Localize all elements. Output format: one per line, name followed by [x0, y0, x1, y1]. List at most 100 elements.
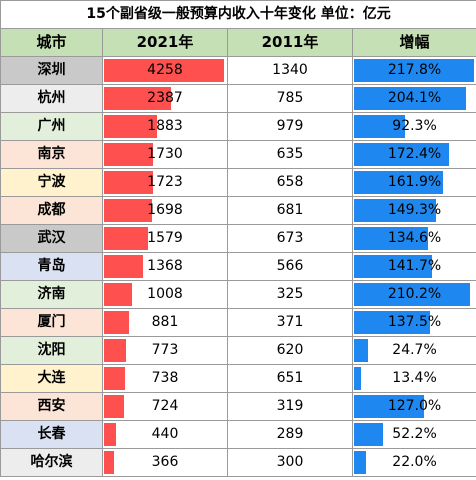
value-2021-label: 1368 [147, 258, 183, 274]
value-2011-cell: 673 [227, 224, 353, 253]
value-2021-cell: 724 [102, 392, 228, 421]
value-2021-label: 4258 [147, 62, 183, 78]
bar-growth [354, 227, 428, 250]
growth-cell: 172.4% [351, 140, 476, 169]
bar-2021 [104, 311, 129, 334]
value-2021-cell: 1368 [102, 252, 228, 281]
value-2011-cell: 566 [227, 252, 353, 281]
growth-label: 92.3% [392, 118, 437, 134]
growth-label: 134.6% [387, 230, 442, 246]
city-cell: 南京 [0, 140, 103, 169]
bar-growth [354, 283, 470, 306]
value-2021-label: 773 [151, 342, 179, 358]
bar-2021 [104, 171, 153, 194]
growth-cell: 137.5% [351, 308, 476, 337]
growth-cell: 52.2% [351, 420, 476, 449]
growth-label: 204.1% [387, 90, 442, 106]
table-row: 哈尔滨 366 300 22.0% [0, 448, 476, 477]
bar-2021 [104, 395, 124, 418]
value-2021-label: 1008 [147, 286, 183, 302]
value-2021-cell: 881 [102, 308, 228, 337]
value-2021-label: 1698 [147, 202, 183, 218]
growth-cell: 24.7% [351, 336, 476, 365]
city-cell: 武汉 [0, 224, 103, 253]
table-row: 杭州 2387 785 204.1% [0, 84, 476, 113]
value-2021-label: 1579 [147, 230, 183, 246]
value-2021-label: 738 [151, 370, 179, 386]
growth-cell: 22.0% [351, 448, 476, 477]
value-2011-cell: 651 [227, 364, 353, 393]
value-2011-cell: 979 [227, 112, 353, 141]
city-cell: 哈尔滨 [0, 448, 103, 477]
value-2011-cell: 620 [227, 336, 353, 365]
growth-label: 52.2% [392, 426, 437, 442]
header-2011: 2011年 [227, 28, 353, 57]
value-2021-cell: 1723 [102, 168, 228, 197]
growth-label: 24.7% [392, 342, 437, 358]
value-2011-cell: 325 [227, 280, 353, 309]
table-row: 武汉 1579 673 134.6% [0, 224, 476, 253]
city-cell: 济南 [0, 280, 103, 309]
bar-growth [354, 171, 443, 194]
bar-2021 [104, 227, 148, 250]
bar-2021 [104, 199, 152, 222]
value-2021-label: 1883 [147, 118, 183, 134]
growth-cell: 210.2% [351, 280, 476, 309]
growth-cell: 92.3% [351, 112, 476, 141]
bar-2021 [104, 339, 126, 362]
bar-growth [354, 143, 449, 166]
table-row: 厦门 881 371 137.5% [0, 308, 476, 337]
value-2011-cell: 635 [227, 140, 353, 169]
bar-2021 [104, 59, 224, 82]
bar-2021 [104, 143, 153, 166]
value-2021-label: 440 [151, 426, 179, 442]
table-row: 南京 1730 635 172.4% [0, 140, 476, 169]
value-2021-label: 1730 [147, 146, 183, 162]
growth-label: 172.4% [387, 146, 442, 162]
growth-cell: 134.6% [351, 224, 476, 253]
value-2021-label: 366 [151, 454, 179, 470]
bar-growth [354, 367, 361, 390]
bar-growth [354, 87, 466, 110]
table-row: 深圳 4258 1340 217.8% [0, 56, 476, 85]
value-2021-cell: 4258 [102, 56, 228, 85]
bar-2021 [104, 255, 143, 278]
growth-cell: 149.3% [351, 196, 476, 225]
value-2011-cell: 319 [227, 392, 353, 421]
value-2021-cell: 1008 [102, 280, 228, 309]
growth-label: 137.5% [387, 314, 442, 330]
bar-2021 [104, 87, 171, 110]
city-cell: 沈阳 [0, 336, 103, 365]
table-row: 西安 724 319 127.0% [0, 392, 476, 421]
bar-2021 [104, 451, 114, 474]
city-cell: 西安 [0, 392, 103, 421]
city-cell: 广州 [0, 112, 103, 141]
value-2021-cell: 1730 [102, 140, 228, 169]
growth-cell: 127.0% [351, 392, 476, 421]
value-2021-cell: 440 [102, 420, 228, 449]
value-2011-cell: 681 [227, 196, 353, 225]
bar-2021 [104, 423, 116, 446]
bar-growth [354, 59, 474, 82]
header-growth: 增幅 [351, 28, 476, 57]
value-2021-label: 1723 [147, 174, 183, 190]
city-cell: 深圳 [0, 56, 103, 85]
bar-growth [354, 311, 430, 334]
table-row: 沈阳 773 620 24.7% [0, 336, 476, 365]
bar-2021 [104, 367, 125, 390]
bar-growth [354, 395, 424, 418]
header-2021: 2021年 [102, 28, 228, 57]
value-2021-cell: 773 [102, 336, 228, 365]
table-row: 青岛 1368 566 141.7% [0, 252, 476, 281]
city-cell: 大连 [0, 364, 103, 393]
growth-label: 149.3% [387, 202, 442, 218]
bar-growth [354, 423, 383, 446]
value-2021-cell: 2387 [102, 84, 228, 113]
city-cell: 成都 [0, 196, 103, 225]
growth-label: 13.4% [392, 370, 437, 386]
value-2021-label: 2387 [147, 90, 183, 106]
city-cell: 杭州 [0, 84, 103, 113]
header-city: 城市 [0, 28, 103, 57]
